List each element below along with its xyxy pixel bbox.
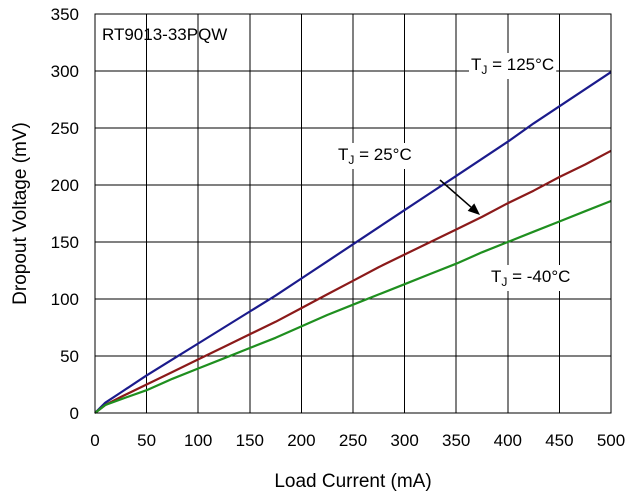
y-tick-label: 100	[51, 290, 79, 309]
x-tick-label: 450	[545, 431, 573, 450]
x-tick-label: 350	[442, 431, 470, 450]
x-axis-title: Load Current (mA)	[274, 471, 431, 492]
x-tick-label: 300	[390, 431, 418, 450]
annotation-minus40c-label: TJ = -40°C	[491, 267, 570, 289]
x-tick-labels: 0 50 100 150 200 250 300 350 400 450 500	[90, 431, 625, 450]
y-tick-label: 350	[51, 5, 79, 24]
y-tick-label: 150	[51, 233, 79, 252]
annotation-25c: TJ = 25°C	[336, 143, 480, 215]
x-tick-label: 500	[597, 431, 625, 450]
annotation-arrow	[439, 179, 472, 208]
annotation-minus40c: TJ = -40°C	[489, 265, 573, 291]
y-tick-label: 200	[51, 176, 79, 195]
annotation-25c-label: TJ = 25°C	[338, 145, 412, 167]
y-tick-label: 300	[51, 62, 79, 81]
x-tick-label: 0	[90, 431, 99, 450]
x-tick-label: 100	[184, 431, 212, 450]
x-tick-label: 250	[339, 431, 367, 450]
chart-title: RT9013-33PQW	[102, 25, 227, 44]
x-tick-label: 150	[236, 431, 264, 450]
y-tick-labels: 0 50 100 150 200 250 300 350	[51, 5, 79, 423]
annotation-arrowhead	[467, 203, 480, 215]
y-tick-label: 0	[70, 404, 79, 423]
y-axis-title: Dropout Voltage (mV)	[10, 122, 31, 305]
plot-frame	[94, 13, 612, 414]
annotation-125c-label: TJ = 125°C	[471, 55, 554, 77]
x-tick-label: 50	[137, 431, 156, 450]
series-line-125c	[94, 71, 612, 414]
y-tick-label: 50	[60, 347, 79, 366]
x-tick-label: 200	[287, 431, 315, 450]
y-tick-label: 250	[51, 119, 79, 138]
annotation-125c: TJ = 125°C	[469, 53, 557, 79]
series-lines	[94, 71, 612, 414]
series-line-minus40c	[94, 199, 612, 414]
x-tick-label: 400	[494, 431, 522, 450]
series-line-25c	[94, 149, 612, 414]
